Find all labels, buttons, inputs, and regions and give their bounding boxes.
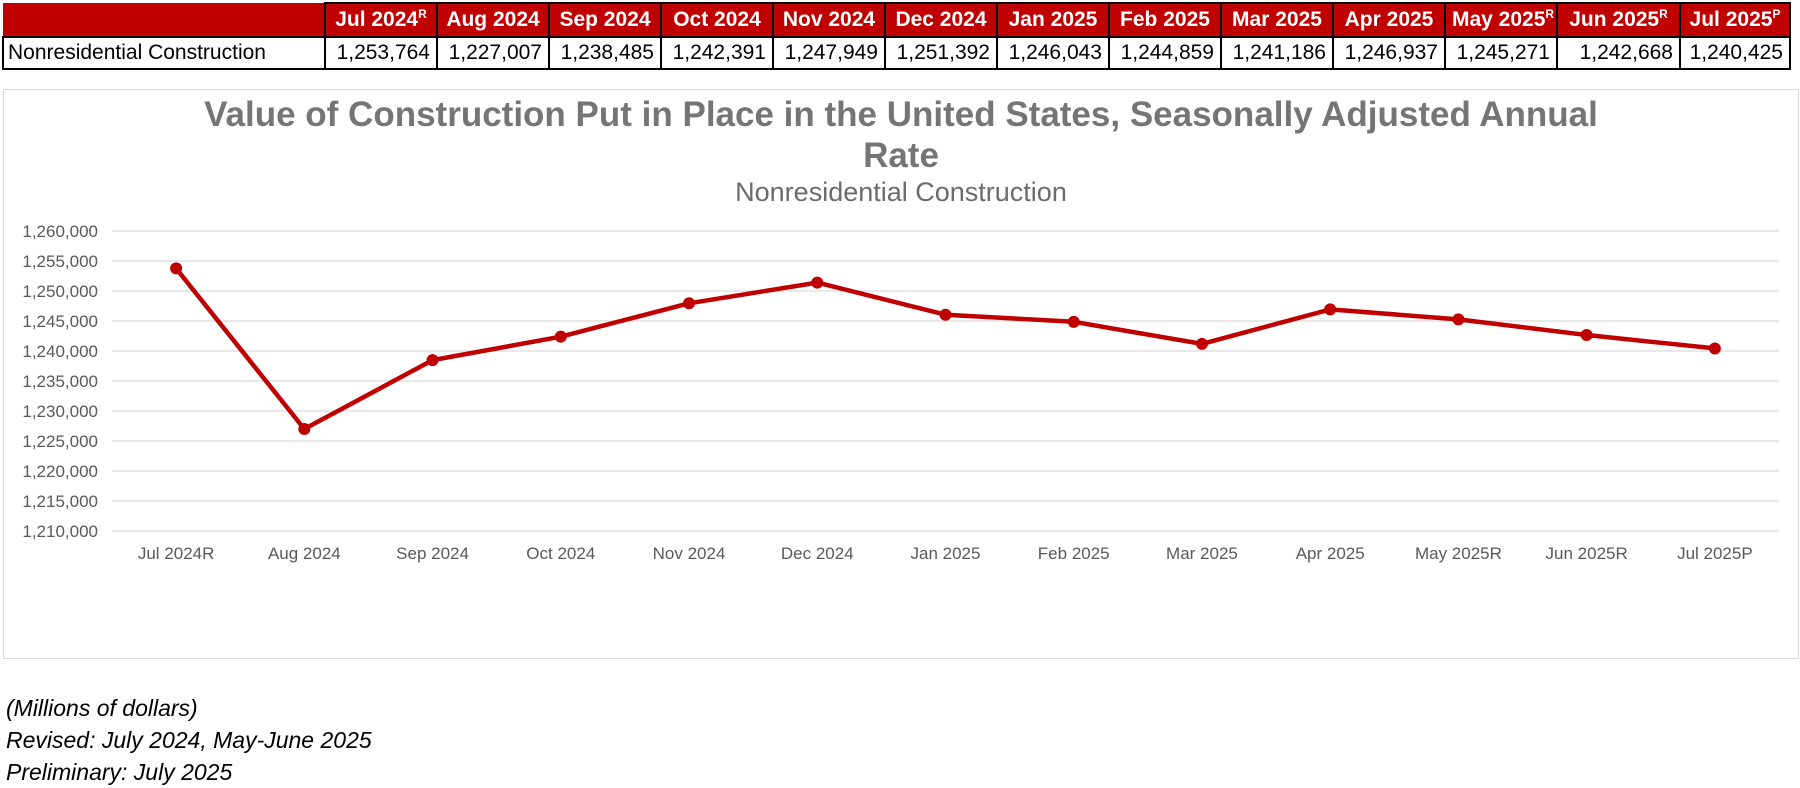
data-point: [1195, 337, 1208, 350]
table-row: Nonresidential Construction 1,253,764 1,2…: [2, 36, 1791, 70]
x-tick-label: Jul 2024R: [138, 544, 215, 563]
data-point: [1452, 313, 1465, 326]
y-tick-label: 1,235,000: [22, 372, 98, 391]
data-point: [939, 308, 952, 321]
table-header-row: Jul 2024R Aug 2024 Sep 2024 Oct 2024 Nov 202…: [3, 2, 1791, 38]
month-label: Sep 2024: [559, 8, 651, 31]
revision-marker: R: [1659, 7, 1668, 21]
table-cell-value: 1,242,668: [1556, 36, 1681, 70]
chart-title-line-2: Rate: [863, 136, 939, 175]
x-tick-label: Nov 2024: [653, 544, 726, 563]
x-tick-label: Oct 2024: [526, 544, 595, 563]
month-label: Nov 2024: [782, 8, 876, 31]
x-tick-label: Dec 2024: [781, 544, 854, 563]
x-tick-label: May 2025R: [1415, 544, 1502, 563]
month-label: Feb 2025: [1120, 8, 1210, 31]
data-point: [298, 422, 311, 435]
gridlines: [112, 230, 1779, 532]
y-tick-label: 1,255,000: [22, 252, 98, 271]
y-axis-ticks: 1,210,000 1,215,000 1,220,000 1,225,000 1,23…: [22, 222, 98, 541]
month-header: Sep 2024: [548, 2, 662, 38]
month-label: Aug 2024: [446, 8, 540, 31]
month-header: Oct 2024: [660, 2, 774, 38]
revision-marker: R: [418, 7, 427, 21]
x-axis-ticks: Jul 2024R Aug 2024 Sep 2024 Oct 2024 Nov 202…: [138, 544, 1753, 563]
month-header: May 2025R: [1444, 2, 1558, 38]
month-label: Mar 2025: [1232, 8, 1322, 31]
month-label: Jul 2024: [335, 8, 419, 31]
y-tick-label: 1,240,000: [22, 342, 98, 361]
revision-marker: P: [1772, 7, 1781, 21]
x-tick-label: Sep 2024: [396, 544, 469, 563]
series: [170, 262, 1721, 435]
month-header: Dec 2024: [884, 2, 998, 38]
data-point: [811, 276, 824, 289]
table-cell-value: 1,251,392: [884, 36, 998, 70]
row-label: Nonresidential Construction: [2, 36, 326, 70]
y-tick-label: 1,220,000: [22, 462, 98, 481]
data-point: [1324, 303, 1337, 316]
month-header: Aug 2024: [436, 2, 550, 38]
table-corner: [3, 3, 326, 38]
x-tick-label: Jan 2025: [911, 544, 981, 563]
month-label: May 2025: [1452, 8, 1546, 31]
x-tick-label: Feb 2025: [1038, 544, 1110, 563]
data-point: [1708, 342, 1721, 355]
month-label: Apr 2025: [1344, 8, 1434, 31]
month-header: Jul 2025P: [1679, 2, 1791, 38]
table-cell-value: 1,227,007: [436, 36, 550, 70]
month-label: Jun 2025: [1569, 8, 1660, 31]
series-line: [174, 266, 1716, 432]
units-note: (Millions of dollars): [6, 695, 198, 721]
data-point: [170, 262, 183, 275]
x-tick-label: Jul 2025P: [1677, 544, 1753, 563]
data-table: Jul 2024R Aug 2024 Sep 2024 Oct 2024 Nov 202…: [2, 2, 1791, 70]
x-tick-label: Aug 2024: [268, 544, 341, 563]
month-label: Dec 2024: [895, 8, 987, 31]
month-header: Jun 2025R: [1556, 2, 1681, 38]
chart-subtitle: Nonresidential Construction: [735, 177, 1067, 207]
x-tick-label: Jun 2025R: [1546, 544, 1628, 563]
table-cell-value: 1,240,425: [1679, 36, 1791, 70]
y-tick-label: 1,210,000: [22, 522, 98, 541]
month-header: Feb 2025: [1108, 2, 1222, 38]
y-tick-label: 1,215,000: [22, 492, 98, 511]
preliminary-note: Preliminary: July 2025: [6, 759, 233, 785]
revision-marker: R: [1545, 7, 1555, 21]
table-cell-value: 1,247,949: [772, 36, 886, 70]
data-point: [426, 354, 439, 367]
data-point: [554, 330, 567, 343]
table-cell-value: 1,238,485: [548, 36, 662, 70]
revised-note: Revised: July 2024, May-June 2025: [6, 727, 372, 753]
table-cell-value: 1,242,391: [660, 36, 774, 70]
table-cell-value: 1,246,043: [996, 36, 1110, 70]
table-cell-value: 1,241,186: [1220, 36, 1334, 70]
table-cell-value: 1,246,937: [1332, 36, 1446, 70]
table-cell-value: 1,245,271: [1444, 36, 1558, 70]
y-tick-label: 1,260,000: [22, 222, 98, 241]
y-tick-label: 1,230,000: [22, 402, 98, 421]
y-tick-label: 1,245,000: [22, 312, 98, 331]
x-tick-label: Mar 2025: [1166, 544, 1238, 563]
month-header: Mar 2025: [1220, 2, 1334, 38]
y-tick-label: 1,250,000: [22, 282, 98, 301]
table-cell-value: 1,244,859: [1108, 36, 1222, 70]
month-label: Jan 2025: [1008, 8, 1098, 31]
y-tick-label: 1,225,000: [22, 432, 98, 451]
month-header: Apr 2025: [1332, 2, 1446, 38]
data-point: [1067, 315, 1080, 328]
month-header: Nov 2024: [772, 2, 886, 38]
month-header: Jan 2025: [996, 2, 1110, 38]
line-chart: Value of Construction Put in Place in th…: [22, 95, 1779, 563]
month-label: Oct 2024: [673, 8, 761, 31]
month-label: Jul 2025: [1689, 8, 1773, 31]
table-cell-value: 1,253,764: [324, 36, 438, 70]
month-header: Jul 2024R: [324, 2, 438, 38]
x-tick-label: Apr 2025: [1296, 544, 1365, 563]
data-point: [683, 297, 696, 310]
chart-title-line-1: Value of Construction Put in Place in th…: [204, 95, 1598, 134]
chart-panel: Value of Construction Put in Place in th…: [3, 89, 1799, 659]
data-point: [1580, 328, 1593, 341]
